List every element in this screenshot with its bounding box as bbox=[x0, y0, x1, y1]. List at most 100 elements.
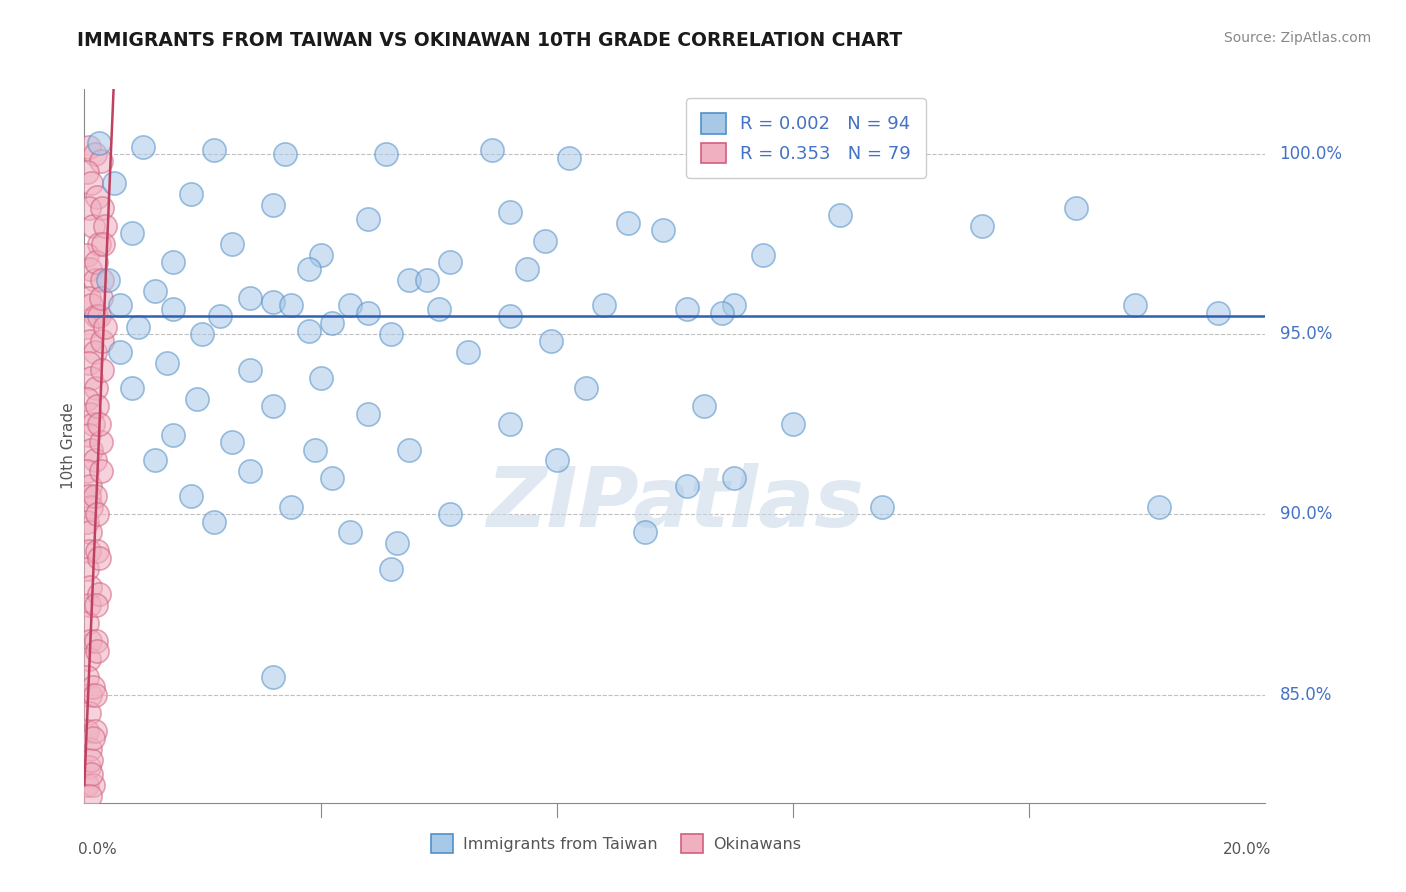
Point bbox=[90, 154, 112, 169]
Point bbox=[79, 525, 101, 540]
Point bbox=[94, 320, 117, 334]
Point bbox=[77, 291, 100, 305]
Point bbox=[652, 223, 675, 237]
Point bbox=[97, 273, 120, 287]
Point bbox=[108, 298, 131, 312]
Point bbox=[127, 320, 149, 334]
Point bbox=[80, 176, 103, 190]
Point bbox=[84, 598, 107, 612]
Point bbox=[79, 407, 101, 421]
Point bbox=[143, 453, 166, 467]
Point bbox=[380, 327, 402, 342]
Point bbox=[439, 508, 461, 522]
Point bbox=[76, 248, 98, 262]
Point bbox=[86, 400, 108, 414]
Point bbox=[86, 543, 108, 558]
Point bbox=[481, 144, 503, 158]
Point bbox=[76, 515, 98, 529]
Point bbox=[711, 306, 734, 320]
Point bbox=[77, 598, 100, 612]
Point bbox=[782, 417, 804, 432]
Point bbox=[357, 211, 380, 226]
Point bbox=[516, 262, 538, 277]
Point bbox=[970, 219, 993, 234]
Point bbox=[87, 587, 111, 601]
Text: IMMIGRANTS FROM TAIWAN VS OKINAWAN 10TH GRADE CORRELATION CHART: IMMIGRANTS FROM TAIWAN VS OKINAWAN 10TH … bbox=[77, 31, 903, 50]
Point bbox=[191, 327, 214, 342]
Point bbox=[534, 234, 557, 248]
Point bbox=[76, 615, 98, 630]
Point bbox=[321, 471, 343, 485]
Point bbox=[723, 298, 745, 312]
Point bbox=[180, 186, 202, 201]
Point bbox=[77, 201, 100, 215]
Point bbox=[80, 298, 103, 312]
Point bbox=[298, 262, 321, 277]
Point bbox=[132, 140, 155, 154]
Point bbox=[79, 262, 101, 277]
Point bbox=[79, 478, 101, 492]
Point bbox=[108, 345, 131, 359]
Point bbox=[79, 580, 101, 594]
Point bbox=[357, 306, 380, 320]
Point bbox=[186, 392, 208, 406]
Point bbox=[262, 670, 284, 684]
Point bbox=[84, 147, 107, 161]
Point bbox=[86, 190, 108, 204]
Point bbox=[82, 681, 104, 695]
Point bbox=[80, 370, 103, 384]
Point bbox=[321, 317, 343, 331]
Point bbox=[76, 464, 98, 478]
Point bbox=[540, 334, 562, 349]
Point bbox=[498, 417, 520, 432]
Point bbox=[416, 273, 439, 287]
Point bbox=[309, 370, 332, 384]
Point bbox=[121, 381, 143, 395]
Point bbox=[84, 310, 107, 324]
Text: 0.0%: 0.0% bbox=[79, 842, 117, 857]
Point bbox=[84, 490, 107, 504]
Point bbox=[498, 204, 520, 219]
Point bbox=[84, 273, 107, 287]
Point bbox=[280, 298, 302, 312]
Point bbox=[221, 237, 243, 252]
Point bbox=[304, 442, 326, 457]
Point bbox=[1066, 201, 1088, 215]
Point bbox=[693, 400, 716, 414]
Point bbox=[1125, 298, 1147, 312]
Point bbox=[77, 760, 100, 774]
Point bbox=[162, 301, 184, 316]
Point bbox=[87, 237, 111, 252]
Point bbox=[76, 320, 98, 334]
Point bbox=[91, 273, 114, 287]
Point bbox=[221, 435, 243, 450]
Point bbox=[79, 789, 101, 803]
Point bbox=[82, 778, 104, 792]
Point bbox=[103, 176, 125, 190]
Point bbox=[239, 363, 262, 377]
Text: Source: ZipAtlas.com: Source: ZipAtlas.com bbox=[1223, 31, 1371, 45]
Text: 90.0%: 90.0% bbox=[1279, 506, 1331, 524]
Point bbox=[209, 310, 232, 324]
Point bbox=[202, 515, 225, 529]
Point bbox=[77, 490, 100, 504]
Point bbox=[79, 633, 101, 648]
Point bbox=[616, 215, 638, 229]
Point bbox=[374, 147, 396, 161]
Point bbox=[121, 227, 143, 241]
Point bbox=[77, 651, 100, 665]
Point bbox=[80, 442, 103, 457]
Point bbox=[91, 334, 114, 349]
Point bbox=[1206, 306, 1229, 320]
Point bbox=[82, 731, 104, 745]
Point bbox=[156, 356, 179, 370]
Point bbox=[339, 298, 361, 312]
Point bbox=[86, 644, 108, 658]
Point bbox=[398, 273, 420, 287]
Point bbox=[79, 688, 101, 702]
Point bbox=[262, 294, 284, 309]
Point bbox=[180, 490, 202, 504]
Point bbox=[87, 310, 111, 324]
Point bbox=[87, 417, 111, 432]
Point bbox=[387, 536, 409, 550]
